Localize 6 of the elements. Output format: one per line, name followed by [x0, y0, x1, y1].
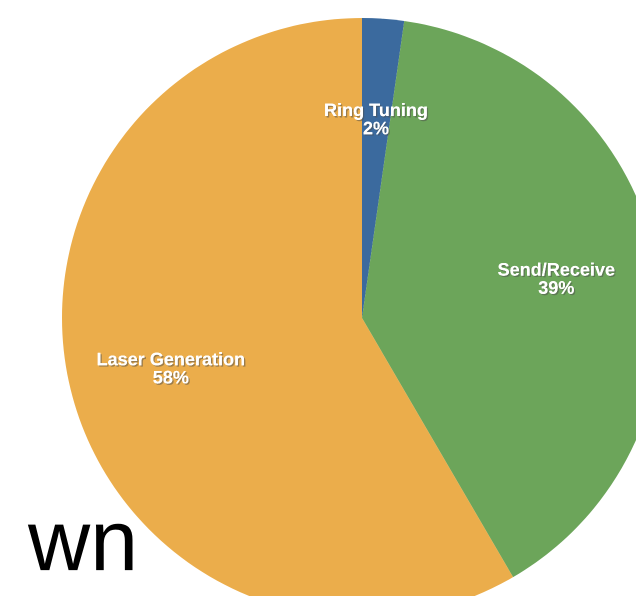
data-label: 39%	[538, 281, 576, 296]
slice-label: Laser Generation	[98, 352, 246, 367]
text: wn	[28, 524, 132, 570]
data-label: 2%	[364, 122, 390, 136]
slice-label: Send/Receive	[498, 262, 616, 278]
data-label: 58%	[153, 370, 190, 385]
